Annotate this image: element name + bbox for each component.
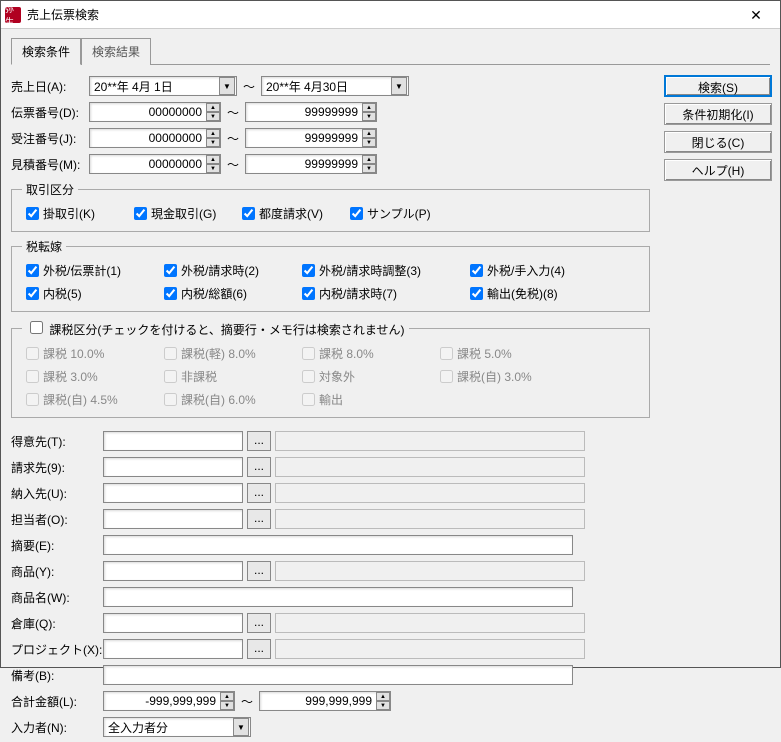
help-button[interactable]: ヘルプ(H) [664,159,772,181]
nyuryokusha-combo[interactable]: 全入力者分▼ [103,717,251,737]
label-nyuryoku: 入力者(N): [11,719,103,736]
quote-to[interactable]: 99999999▲▼ [245,154,377,174]
chk-k4: 課税 5.0% [436,344,566,363]
chk-z2[interactable]: 外税/請求時(2) [160,261,290,280]
chk-genkin[interactable]: 現金取引(G) [130,204,230,223]
date-from[interactable]: 20**年 4月 1日▼ [89,76,237,96]
app-icon: 弥生 [5,7,21,23]
soko-lookup[interactable]: ... [247,613,271,633]
chk-kake[interactable]: 掛取引(K) [22,204,122,223]
label-slip: 伝票番号(D): [11,104,89,121]
soko-code[interactable] [103,613,243,633]
label-quote: 見積番号(M): [11,156,89,173]
label-tokuisaki: 得意先(T): [11,433,103,450]
label-biko: 備考(B): [11,667,103,684]
chk-k7: 対象外 [298,367,428,386]
chk-k2: 課税(軽) 8.0% [160,344,290,363]
order-to[interactable]: 99999999▲▼ [245,128,377,148]
close-button[interactable]: 閉じる(C) [664,131,772,153]
label-date: 売上日(A): [11,78,89,95]
seikyu-code[interactable] [103,457,243,477]
tanto-lookup[interactable]: ... [247,509,271,529]
chk-k8: 課税(自) 3.0% [436,367,566,386]
project-name [275,639,585,659]
group-torihiki: 取引区分 掛取引(K) 現金取引(G) 都度請求(V) サンプル(P) [11,181,650,232]
chk-k11: 輸出 [298,390,428,409]
chk-k5: 課税 3.0% [22,367,152,386]
label-total: 合計金額(L): [11,693,103,710]
label-seikyu: 請求先(9): [11,459,103,476]
nonyu-lookup[interactable]: ... [247,483,271,503]
chk-sample[interactable]: サンプル(P) [346,204,446,223]
tanto-code[interactable] [103,509,243,529]
legend-zeitenka: 税転嫁 [22,238,66,255]
chk-z4[interactable]: 外税/手入力(4) [466,261,596,280]
chk-k9: 課税(自) 4.5% [22,390,152,409]
tekiyo-input[interactable] [103,535,573,555]
tokuisaki-lookup[interactable]: ... [247,431,271,451]
label-order: 受注番号(J): [11,130,89,147]
chk-z1[interactable]: 外税/伝票計(1) [22,261,152,280]
total-to[interactable]: 999,999,999▲▼ [259,691,391,711]
project-code[interactable] [103,639,243,659]
slip-from[interactable]: 00000000▲▼ [89,102,221,122]
legend-torihiki: 取引区分 [22,181,78,198]
chk-z8[interactable]: 輸出(免税)(8) [466,284,596,303]
label-shohin: 商品(Y): [11,563,103,580]
order-from[interactable]: 00000000▲▼ [89,128,221,148]
chk-kazei-master[interactable] [30,321,43,334]
window-title: 売上伝票検索 [27,6,736,23]
biko-input[interactable] [103,665,573,685]
quote-from[interactable]: 00000000▲▼ [89,154,221,174]
total-from[interactable]: -999,999,999▲▼ [103,691,235,711]
tab-results[interactable]: 検索結果 [81,38,151,65]
legend-kazei[interactable]: 課税区分(チェックを付けると、摘要行・メモ行は検索されません) [22,318,409,338]
chk-k3: 課税 8.0% [298,344,428,363]
tokuisaki-code[interactable] [103,431,243,451]
slip-to[interactable]: 99999999▲▼ [245,102,377,122]
project-lookup[interactable]: ... [247,639,271,659]
nonyu-code[interactable] [103,483,243,503]
chk-z5[interactable]: 内税(5) [22,284,152,303]
chk-z6[interactable]: 内税/総額(6) [160,284,290,303]
date-to[interactable]: 20**年 4月30日▼ [261,76,409,96]
label-tekiyo: 摘要(E): [11,537,103,554]
seikyu-lookup[interactable]: ... [247,457,271,477]
chevron-down-icon[interactable]: ▼ [219,77,235,95]
label-nonyu: 納入先(U): [11,485,103,502]
label-shohinmei: 商品名(W): [11,589,103,606]
shohin-lookup[interactable]: ... [247,561,271,581]
chevron-down-icon[interactable]: ▼ [233,718,249,736]
tokuisaki-name [275,431,585,451]
tanto-name [275,509,585,529]
init-button[interactable]: 条件初期化(I) [664,103,772,125]
label-soko: 倉庫(Q): [11,615,103,632]
chk-tsudo[interactable]: 都度請求(V) [238,204,338,223]
tilde: ～ [237,78,261,95]
close-icon[interactable]: ✕ [736,3,776,27]
chk-k10: 課税(自) 6.0% [160,390,290,409]
shohin-code[interactable] [103,561,243,581]
shohin-name [275,561,585,581]
nonyu-name [275,483,585,503]
group-zeitenka: 税転嫁 外税/伝票計(1) 外税/請求時(2) 外税/請求時調整(3) 外税/手… [11,238,650,312]
chk-z7[interactable]: 内税/請求時(7) [298,284,458,303]
tab-conditions[interactable]: 検索条件 [11,38,81,65]
label-project: プロジェクト(X): [11,641,103,658]
group-kazei: 課税区分(チェックを付けると、摘要行・メモ行は検索されません) 課税 10.0%… [11,318,650,418]
label-tanto: 担当者(O): [11,511,103,528]
seikyu-name [275,457,585,477]
chk-z3[interactable]: 外税/請求時調整(3) [298,261,458,280]
chk-k6: 非課税 [160,367,290,386]
search-button[interactable]: 検索(S) [664,75,772,97]
soko-name [275,613,585,633]
chevron-down-icon[interactable]: ▼ [391,77,407,95]
shohinmei-input[interactable] [103,587,573,607]
chk-k1: 課税 10.0% [22,344,152,363]
